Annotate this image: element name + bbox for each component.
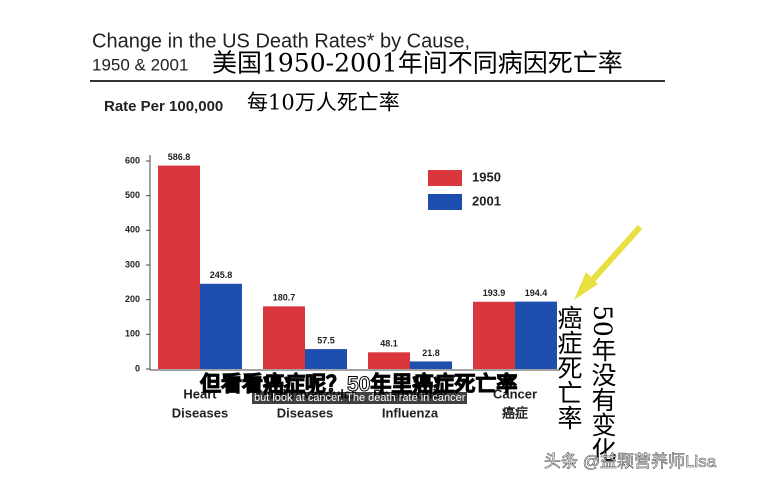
- legend-swatch: [428, 194, 462, 210]
- x-tick-label: Diseases: [172, 405, 228, 420]
- chart-title-cn: 美国1950-2001年间不同病因死亡率: [212, 49, 623, 78]
- annotation: 癌症死亡率: [554, 305, 583, 430]
- bar: [410, 361, 452, 369]
- y-axis-label-cn: 每10万人死亡率: [247, 91, 400, 115]
- bar: [473, 301, 515, 369]
- subtitle-en: but look at cancer. The death rate in ca…: [252, 392, 468, 404]
- y-tick-label: 400: [125, 225, 140, 235]
- x-tick-label: Heart: [183, 386, 217, 401]
- value-label: 180.7: [273, 293, 296, 303]
- bar: [263, 306, 305, 369]
- chart-title: Change in the US Death Rates* by Cause,: [92, 30, 470, 52]
- value-label: 57.5: [317, 335, 335, 345]
- arrow-head: [574, 272, 598, 300]
- value-label: 586.8: [168, 152, 191, 162]
- y-tick-label: 200: [125, 294, 140, 304]
- bar: [368, 352, 410, 369]
- bar: [305, 349, 347, 369]
- legend-swatch: [428, 170, 462, 186]
- x-tick-label: Diseases: [277, 405, 333, 420]
- value-label: 21.8: [422, 348, 440, 358]
- y-tick-label: 300: [125, 259, 140, 269]
- y-tick-label: 600: [125, 155, 140, 165]
- chart-title-line2: 1950 & 2001: [92, 55, 188, 74]
- value-label: 193.9: [483, 288, 506, 298]
- value-label: 194.4: [525, 288, 548, 298]
- legend-label: 2001: [472, 193, 501, 208]
- y-axis-label: Rate Per 100,000: [104, 98, 223, 115]
- bar: [158, 165, 200, 369]
- watermark: 头条 @益颗营养师Lisa: [544, 452, 717, 472]
- x-tick-label: 癌症: [502, 405, 528, 420]
- x-tick-label: Influenza: [382, 405, 439, 420]
- y-tick-label: 0: [135, 363, 140, 373]
- value-label: 245.8: [210, 270, 233, 280]
- annotation: 50年没有变化: [588, 305, 617, 462]
- bar: [200, 283, 242, 369]
- legend-label: 1950: [472, 169, 501, 184]
- y-tick-label: 500: [125, 190, 140, 200]
- x-tick-label: Cancer: [493, 386, 537, 401]
- bar: [515, 301, 557, 369]
- value-label: 48.1: [380, 339, 398, 349]
- arrow: [585, 224, 643, 288]
- y-tick-label: 100: [125, 329, 140, 339]
